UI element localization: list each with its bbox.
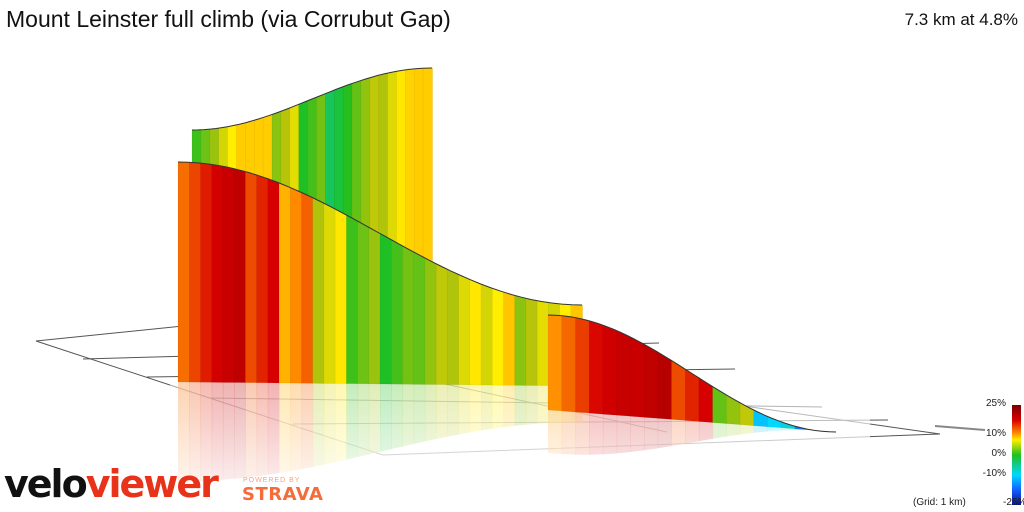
- profile-segment: [503, 291, 516, 386]
- profile-top-line: [547, 314, 837, 433]
- profile-segment: [402, 245, 415, 385]
- profile-segment: [671, 360, 686, 421]
- profile-segment: [357, 220, 370, 385]
- profile-segment: [211, 164, 224, 383]
- gradient-legend-bar: [1012, 405, 1021, 505]
- profile-segment: [575, 317, 590, 414]
- profile-segment: [245, 171, 258, 383]
- profile-segment: [189, 162, 202, 383]
- logo-velo: velo: [4, 462, 88, 506]
- strava-logo[interactable]: STRAVA: [242, 484, 324, 505]
- profile-segment: [323, 202, 336, 384]
- profile-segment: [588, 320, 604, 415]
- profile-segment: [379, 233, 393, 385]
- profile-segment: [267, 178, 280, 384]
- legend-tick-min: -25%: [1003, 497, 1024, 508]
- profile-segment: [492, 287, 505, 386]
- profile-segment: [301, 192, 314, 384]
- grid-line: [934, 425, 986, 431]
- profile-segment: [200, 162, 213, 383]
- grid-scale-note: (Grid: 1 km): [913, 497, 966, 508]
- profile-segment: [514, 295, 527, 386]
- legend-tick-0: 0%: [991, 448, 1006, 459]
- powered-by-label: POWERED BY: [243, 477, 301, 484]
- profile-segment: [424, 257, 437, 385]
- profile-segment: [561, 315, 577, 413]
- veloviewer-logo[interactable]: veloviewer: [4, 462, 219, 506]
- profile-segment: [630, 336, 645, 418]
- logo-viewer: viewer: [85, 462, 219, 506]
- profile-segment: [312, 197, 325, 384]
- profile-segment: [657, 351, 673, 420]
- profile-segment: [414, 67, 424, 275]
- profile-segment: [536, 300, 550, 386]
- profile-segment: [233, 168, 247, 383]
- profile-segment: [469, 279, 482, 386]
- profile-segment: [447, 268, 460, 385]
- profile-segment: [177, 161, 191, 383]
- profile-segment: [278, 182, 292, 384]
- profile-segment: [368, 226, 381, 385]
- profile-segment: [643, 343, 659, 419]
- profile-segment: [346, 214, 359, 384]
- legend-tick-max: 25%: [985, 398, 1006, 409]
- reflection-fade: [170, 382, 870, 512]
- profile-segment: [525, 298, 538, 386]
- profile-top-line: [191, 67, 433, 131]
- profile-segment: [435, 263, 449, 385]
- near-profile-wall: [177, 161, 583, 387]
- profile-segment: [405, 68, 416, 274]
- profile-segment: [256, 174, 269, 384]
- profile-segment: [480, 283, 494, 386]
- profile-segment: [391, 239, 404, 385]
- legend-tick-10: 10%: [985, 428, 1006, 439]
- climb-stats: 7.3 km at 4.8%: [904, 10, 1018, 29]
- profile-segment: [290, 187, 303, 384]
- profile-segment: [547, 314, 563, 412]
- page-title: Mount Leinster full climb (via Corrubut …: [6, 6, 451, 32]
- profile-segment: [616, 330, 632, 417]
- profile-segment: [334, 208, 348, 384]
- profile-segment: [222, 166, 235, 383]
- tail-profile-wall: [547, 314, 837, 433]
- profile-segment: [422, 67, 433, 275]
- profile-top-line: [177, 161, 583, 306]
- legend-tick-minus10: -10%: [982, 468, 1006, 479]
- profile-segment: [458, 274, 471, 386]
- profile-segment: [602, 324, 618, 416]
- profile-segment: [413, 251, 426, 385]
